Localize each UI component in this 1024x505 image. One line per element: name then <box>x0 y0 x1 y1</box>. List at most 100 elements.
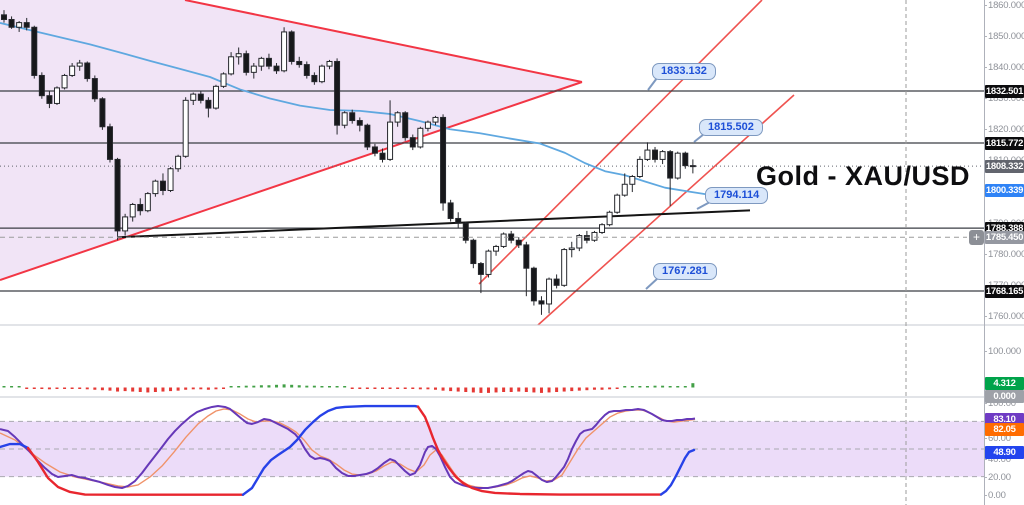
histogram-bar <box>312 385 316 388</box>
histogram-bar <box>123 387 127 392</box>
histogram-bar <box>570 387 574 392</box>
histogram-bar <box>630 386 634 388</box>
histogram-bar <box>502 387 506 392</box>
price-badge: 1785.450 <box>985 230 1024 244</box>
stoch-k-line <box>416 405 663 496</box>
histogram-bar <box>131 387 135 392</box>
candle-body <box>621 183 628 196</box>
stoch-axis-label: 20.00 <box>984 471 1024 484</box>
candle-body <box>364 124 371 148</box>
candle-body <box>470 239 477 265</box>
histogram-bar <box>222 387 226 389</box>
histogram-bar <box>418 387 422 390</box>
price-badge: 1815.772 <box>985 136 1024 150</box>
histogram-bar <box>592 387 596 390</box>
histogram-bar <box>252 385 256 388</box>
candle-body <box>38 74 45 97</box>
candle-body <box>636 158 643 178</box>
candle-body <box>250 65 257 73</box>
candle-body <box>568 247 575 251</box>
stoch-axis-label: 100.00 <box>984 397 1024 410</box>
histogram-bar <box>70 387 74 389</box>
histogram-bar <box>396 387 400 389</box>
price-axis-label: 1860.000 <box>984 0 1024 12</box>
histogram-bar <box>358 387 362 389</box>
price-callout[interactable]: 1794.114 <box>705 187 769 204</box>
histogram-bar <box>206 387 210 390</box>
price-callout[interactable]: 1767.281 <box>653 263 717 280</box>
candle-body <box>99 98 106 128</box>
histogram-bar <box>320 386 324 388</box>
histogram-bar <box>169 387 173 392</box>
histogram-bar <box>608 387 612 390</box>
histogram-bar <box>532 387 536 393</box>
price-axis-label: 1760.000 <box>984 310 1024 322</box>
price-callout[interactable]: 1833.132 <box>652 63 716 80</box>
candle-body <box>197 93 204 101</box>
indicator-axis-label: 100.000 <box>984 345 1024 358</box>
candle-body <box>652 149 659 160</box>
candle-body <box>84 62 91 80</box>
price-badge: 1832.501 <box>985 84 1024 98</box>
histogram-bar <box>290 384 294 388</box>
histogram-bar <box>47 387 51 390</box>
candle-body <box>303 64 310 76</box>
histogram-bar <box>456 387 460 392</box>
histogram-bar <box>471 387 475 393</box>
histogram-bar <box>691 383 695 388</box>
histogram-bar <box>562 387 566 392</box>
candle-body <box>273 65 280 72</box>
candle-body <box>515 239 522 246</box>
histogram-bar <box>244 385 248 388</box>
price-callout[interactable]: 1815.502 <box>699 119 763 136</box>
histogram-bar <box>403 387 407 389</box>
callout-tail <box>645 277 659 290</box>
candle-body <box>561 249 568 286</box>
candle-body <box>553 278 560 286</box>
candle-body <box>417 127 424 148</box>
histogram-bar <box>350 387 354 389</box>
add-alert-plus-icon[interactable]: + <box>969 230 984 245</box>
histogram-bar <box>486 387 490 393</box>
candle-body <box>606 211 613 226</box>
triangle-upper-trendline <box>184 0 583 83</box>
candle-body <box>644 149 651 160</box>
histogram-bar <box>335 386 339 388</box>
histogram-bar <box>683 386 687 388</box>
candle-body <box>508 233 515 241</box>
candle-body <box>182 99 189 157</box>
candle-body <box>265 57 272 67</box>
indicator-value-badge: 0.000 <box>985 389 1024 403</box>
histogram-bar <box>388 387 392 389</box>
candle-body <box>500 233 507 247</box>
symbol-title: Gold - XAU/USD <box>756 161 970 191</box>
stoch-d-line <box>0 405 696 490</box>
histogram-bar <box>668 386 672 388</box>
candle-body <box>371 146 378 154</box>
candle-body <box>629 176 636 185</box>
candle-body <box>311 74 318 83</box>
candle-body <box>674 152 681 179</box>
histogram-bar <box>199 387 203 390</box>
stoch-axis-label: 0.00 <box>984 489 1024 502</box>
candle-body <box>599 224 606 233</box>
candle-body <box>235 53 242 58</box>
histogram-bar <box>343 386 347 388</box>
candle-body <box>288 31 295 62</box>
histogram-bar <box>40 387 44 389</box>
histogram-bar <box>441 387 445 391</box>
histogram-bar <box>623 386 627 388</box>
candle-body <box>190 93 197 101</box>
indicator-value-badge: 4.312 <box>985 376 1024 390</box>
histogram-bar <box>2 386 6 388</box>
candle-body <box>667 151 674 179</box>
candle-body <box>91 78 98 100</box>
stoch-signal-line <box>0 408 696 489</box>
candle-body <box>258 57 265 67</box>
candle-body <box>137 203 144 212</box>
histogram-bar <box>645 386 649 388</box>
stoch-axis-label: 60.00 <box>984 432 1024 445</box>
price-badge: 1768.165 <box>985 284 1024 298</box>
